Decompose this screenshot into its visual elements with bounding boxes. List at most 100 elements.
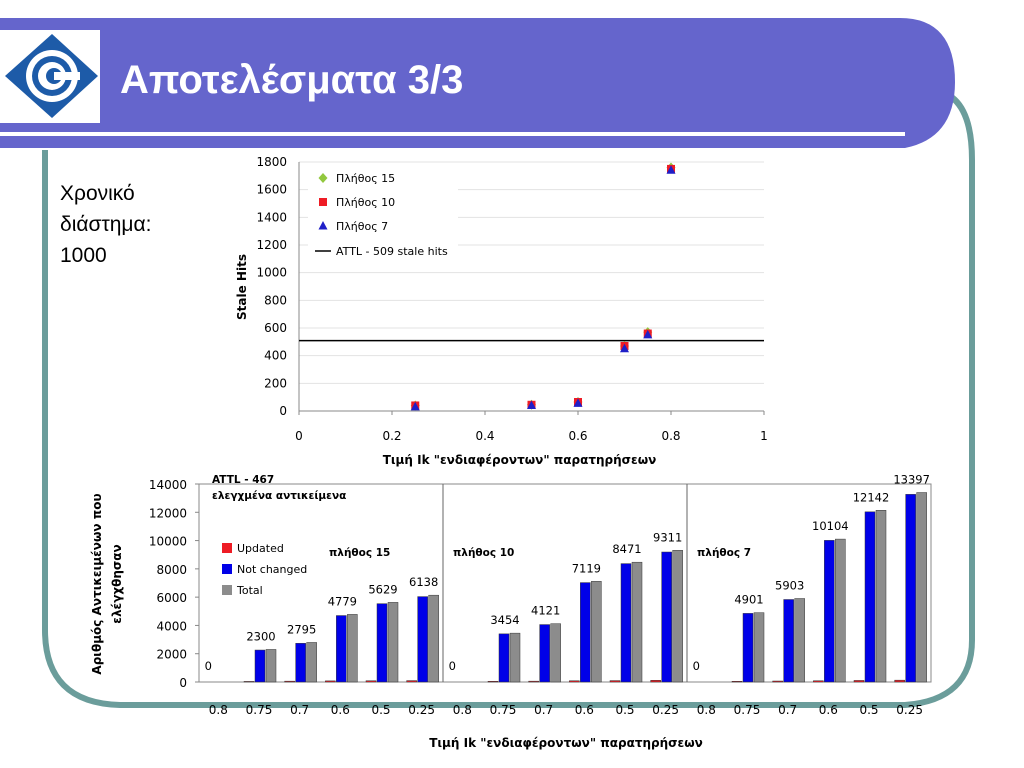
y-tick-label: 4000 xyxy=(156,619,187,633)
bar-updated xyxy=(813,680,824,683)
y-tick-label: 1200 xyxy=(256,238,287,252)
x-tick-label: 0.7 xyxy=(778,703,797,717)
bar-updated xyxy=(406,680,417,683)
data-point-series-3 xyxy=(620,343,629,353)
bar-updated xyxy=(650,680,661,683)
data-point-series-3 xyxy=(666,165,676,174)
x-tick-label: 0.25 xyxy=(408,703,435,717)
side-text-line-3: 1000 xyxy=(60,244,107,267)
bar-not-changed xyxy=(905,494,916,683)
bar-not-changed xyxy=(295,643,306,683)
x-tick-label: 0.5 xyxy=(615,703,634,717)
plot-area xyxy=(198,483,932,683)
x-tick-label: 1 xyxy=(760,429,768,443)
x-tick-label: 0.25 xyxy=(896,703,923,717)
bar-not-changed xyxy=(417,596,428,683)
bar-total xyxy=(835,538,846,683)
legend-marker xyxy=(318,221,328,230)
x-tick-label: 0 xyxy=(295,429,303,443)
y-tick-label: 1000 xyxy=(256,266,287,280)
bar-not-changed xyxy=(742,613,754,683)
legend-label: Not changed xyxy=(237,563,307,576)
x-tick-label: 0.6 xyxy=(575,703,594,717)
bar-updated xyxy=(284,680,295,683)
y-tick-label: 10000 xyxy=(149,535,187,549)
legend-marker xyxy=(319,198,327,206)
bar-total xyxy=(428,594,439,683)
data-label: 8471 xyxy=(612,542,641,556)
banner-rule xyxy=(0,132,905,136)
y-tick-label: 0 xyxy=(279,404,287,418)
y-tick-label: 800 xyxy=(264,293,287,307)
data-label: 4779 xyxy=(328,594,357,608)
x-tick-label: 0.7 xyxy=(534,703,553,717)
legend-swatch xyxy=(222,585,232,595)
bar-total xyxy=(591,581,602,683)
bar-updated xyxy=(487,681,499,683)
bar-not-changed xyxy=(539,624,550,683)
bar-not-changed xyxy=(498,633,510,683)
y-axis-title-line-1: Αριθμός Αντικειμένων που xyxy=(90,493,104,674)
title-banner xyxy=(0,18,955,148)
legend-swatch xyxy=(222,543,232,553)
data-label: 10104 xyxy=(812,519,849,533)
bar-total xyxy=(265,649,277,683)
x-tick-label: 0.2 xyxy=(382,429,401,443)
y-axis-title-line-2: ελέγχθησαν xyxy=(110,544,124,623)
y-tick-label: 6000 xyxy=(156,591,187,605)
x-tick-label: 0.6 xyxy=(819,703,838,717)
x-tick-label: 0.8 xyxy=(209,703,228,717)
x-tick-label: 0.7 xyxy=(290,703,309,717)
bar-updated xyxy=(528,680,539,683)
data-label: 3454 xyxy=(490,613,519,627)
data-label: 2795 xyxy=(287,622,316,636)
bar-not-changed xyxy=(661,551,672,683)
slide-frame xyxy=(42,87,975,708)
x-tick-label: 0.5 xyxy=(859,703,878,717)
bar-updated xyxy=(772,680,783,683)
data-label: 0 xyxy=(449,659,456,673)
group-label: πλήθος 7 xyxy=(697,547,751,559)
bar-not-changed xyxy=(580,582,591,683)
data-label: 9311 xyxy=(653,530,682,544)
bar-updated xyxy=(853,680,865,683)
data-label: 4901 xyxy=(734,593,763,607)
group-label: πλήθος 10 xyxy=(453,547,514,559)
legend-label: Updated xyxy=(237,542,284,555)
y-tick-label: 12000 xyxy=(149,506,187,520)
side-text-line-1: Χρονικό xyxy=(60,182,135,205)
y-tick-label: 14000 xyxy=(149,478,187,492)
y-tick-label: 400 xyxy=(264,349,287,363)
bar-total xyxy=(672,550,683,683)
bar-not-changed xyxy=(824,540,835,683)
bar-updated xyxy=(894,679,905,683)
bar-total xyxy=(916,492,927,683)
bar-total xyxy=(875,510,887,683)
data-label: 4121 xyxy=(531,604,560,618)
x-tick-label: 0.4 xyxy=(475,429,494,443)
group-label: πλήθος 15 xyxy=(329,547,390,559)
data-label: 2300 xyxy=(246,629,275,643)
bar-total xyxy=(347,614,358,683)
bar-not-changed xyxy=(620,563,632,683)
data-label: 5629 xyxy=(368,582,397,596)
data-label: 0 xyxy=(205,659,212,673)
bar-total xyxy=(794,598,805,683)
y-tick-label: 1400 xyxy=(256,210,287,224)
legend-label: Πλήθος 10 xyxy=(336,196,395,209)
y-tick-label: 8000 xyxy=(156,563,187,577)
x-axis-title: Τιμή Ik "ενδιαφέροντων" παρατηρήσεων xyxy=(383,453,657,467)
x-tick-label: 0.75 xyxy=(490,703,517,717)
annotation-line-1: ATTL - 467 xyxy=(212,474,274,486)
x-tick-label: 0.8 xyxy=(661,429,680,443)
data-point-series-3 xyxy=(410,401,420,411)
x-tick-label: 0.75 xyxy=(734,703,761,717)
x-tick-label: 0.6 xyxy=(331,703,350,717)
bar-total xyxy=(753,612,765,683)
x-tick-label: 0.25 xyxy=(652,703,679,717)
bar-total xyxy=(550,623,561,683)
data-label: 7119 xyxy=(572,561,601,575)
data-label: 6138 xyxy=(409,575,438,589)
bar-updated xyxy=(243,681,255,683)
x-tick-label: 0.5 xyxy=(371,703,390,717)
